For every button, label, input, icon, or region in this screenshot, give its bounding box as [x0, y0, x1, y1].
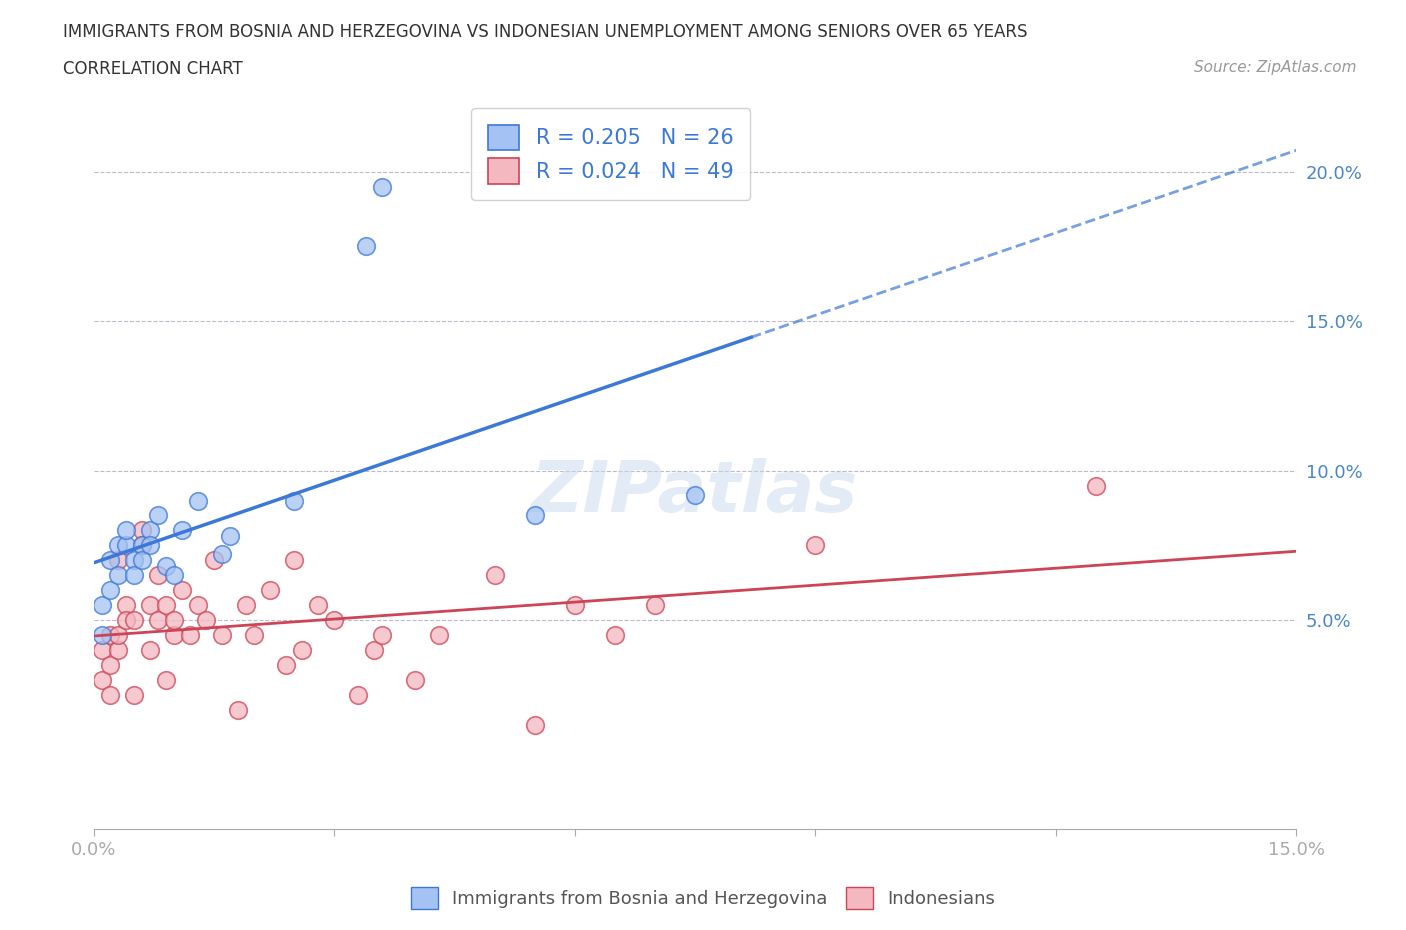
Point: [347, 687, 370, 702]
Point: [98, 658, 121, 672]
Point: [291, 643, 314, 658]
Point: [139, 538, 162, 552]
Point: [187, 493, 209, 508]
Point: [603, 628, 626, 643]
Point: [146, 508, 169, 523]
Point: [283, 493, 305, 508]
Point: [276, 658, 298, 672]
Legend: R = 0.205   N = 26, R = 0.024   N = 49: R = 0.205 N = 26, R = 0.024 N = 49: [471, 108, 751, 201]
Point: [187, 598, 209, 613]
Point: [226, 702, 249, 717]
Point: [683, 487, 706, 502]
Point: [163, 628, 186, 643]
Point: [139, 523, 162, 538]
Point: [172, 523, 194, 538]
Point: [122, 568, 145, 583]
Point: [131, 553, 153, 568]
Point: [307, 598, 329, 613]
Point: [115, 523, 138, 538]
Legend: Immigrants from Bosnia and Herzegovina, Indonesians: Immigrants from Bosnia and Herzegovina, …: [404, 880, 1002, 916]
Point: [179, 628, 201, 643]
Point: [131, 538, 153, 552]
Point: [155, 559, 177, 574]
Point: [115, 598, 138, 613]
Point: [91, 598, 114, 613]
Point: [202, 553, 225, 568]
Text: ZIPatlas: ZIPatlas: [531, 458, 859, 526]
Point: [122, 553, 145, 568]
Point: [283, 553, 305, 568]
Point: [163, 568, 186, 583]
Point: [804, 538, 827, 552]
Point: [564, 598, 586, 613]
Point: [107, 628, 129, 643]
Point: [91, 628, 114, 643]
Point: [523, 508, 546, 523]
Text: Source: ZipAtlas.com: Source: ZipAtlas.com: [1194, 60, 1357, 75]
Point: [155, 598, 177, 613]
Point: [363, 643, 385, 658]
Point: [98, 687, 121, 702]
Point: [107, 553, 129, 568]
Point: [91, 643, 114, 658]
Point: [115, 613, 138, 628]
Point: [644, 598, 666, 613]
Point: [131, 538, 153, 552]
Point: [211, 628, 233, 643]
Point: [523, 717, 546, 732]
Point: [107, 643, 129, 658]
Text: IMMIGRANTS FROM BOSNIA AND HERZEGOVINA VS INDONESIAN UNEMPLOYMENT AMONG SENIORS : IMMIGRANTS FROM BOSNIA AND HERZEGOVINA V…: [63, 23, 1028, 41]
Point: [211, 547, 233, 562]
Point: [195, 613, 218, 628]
Point: [146, 568, 169, 583]
Point: [404, 672, 426, 687]
Point: [131, 523, 153, 538]
Point: [139, 643, 162, 658]
Point: [122, 687, 145, 702]
Point: [259, 583, 281, 598]
Point: [172, 583, 194, 598]
Point: [98, 553, 121, 568]
Point: [122, 613, 145, 628]
Point: [139, 598, 162, 613]
Point: [219, 529, 242, 544]
Text: CORRELATION CHART: CORRELATION CHART: [63, 60, 243, 78]
Point: [484, 568, 506, 583]
Point: [155, 672, 177, 687]
Point: [107, 538, 129, 552]
Point: [98, 628, 121, 643]
Point: [371, 179, 394, 194]
Point: [371, 628, 394, 643]
Point: [235, 598, 257, 613]
Point: [107, 568, 129, 583]
Point: [1084, 478, 1107, 493]
Point: [243, 628, 266, 643]
Point: [427, 628, 450, 643]
Point: [91, 672, 114, 687]
Point: [98, 583, 121, 598]
Point: [356, 239, 378, 254]
Point: [323, 613, 346, 628]
Point: [115, 538, 138, 552]
Point: [146, 613, 169, 628]
Point: [163, 613, 186, 628]
